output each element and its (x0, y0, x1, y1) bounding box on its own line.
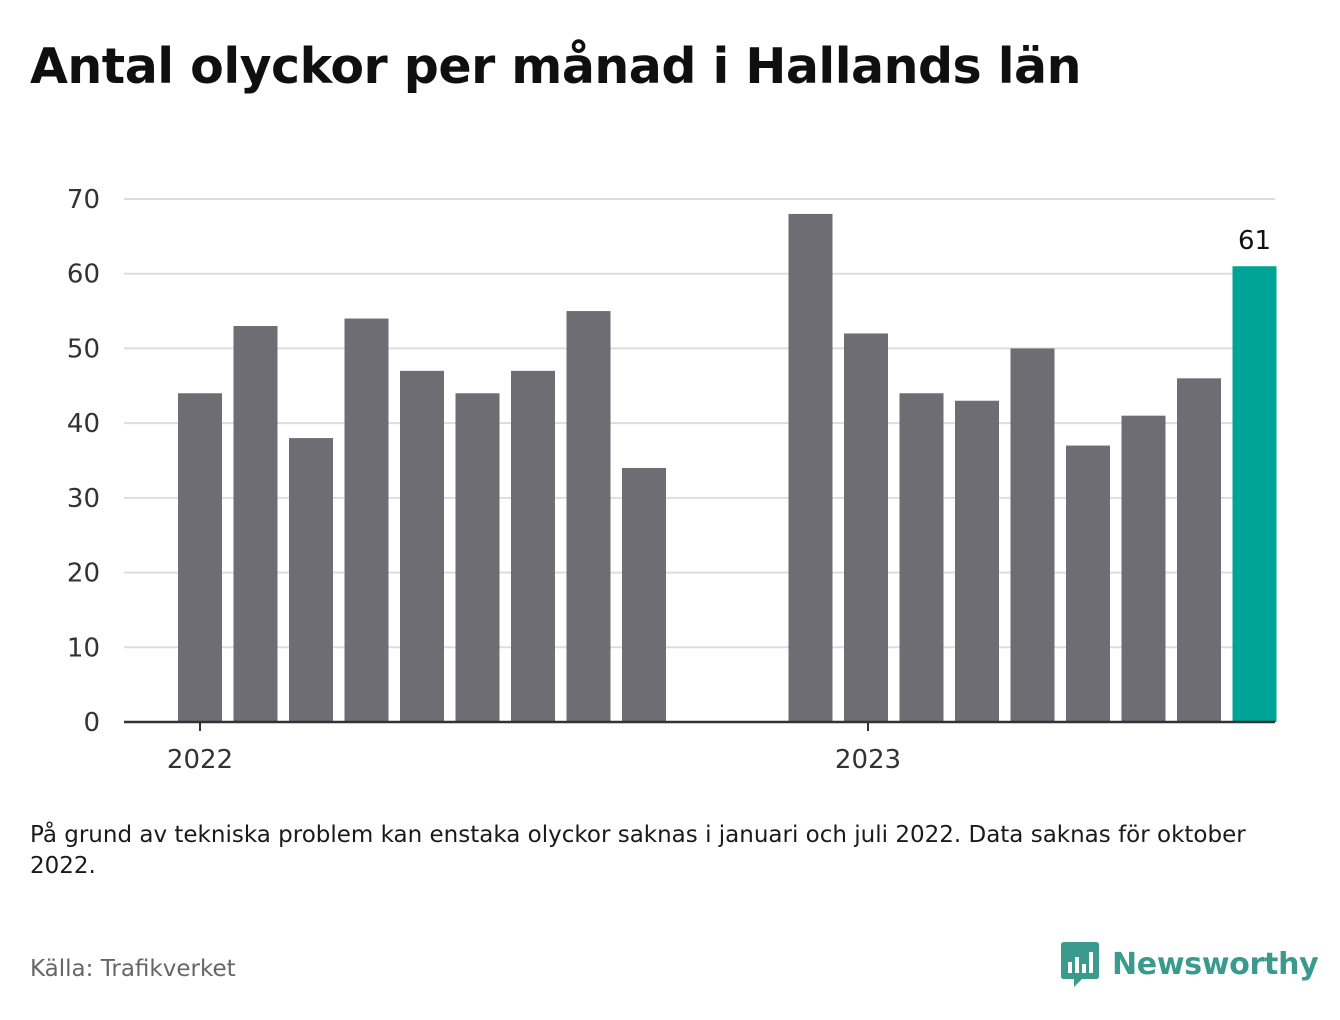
bar (566, 311, 611, 722)
chart-speech-bubble-icon (1061, 942, 1099, 987)
bar (788, 213, 833, 722)
bar (289, 438, 333, 722)
brand-name: Newsworthy (1112, 946, 1319, 982)
data-labels: 61 (1238, 226, 1271, 256)
x-axis: 2022 2023 (124, 720, 1275, 775)
bar (344, 318, 389, 722)
y-tick-label: 40 (67, 409, 100, 439)
bar (955, 400, 999, 722)
y-axis-ticks: 0 10 20 30 40 50 60 70 (67, 185, 100, 738)
bar (844, 333, 888, 722)
bar (233, 326, 278, 722)
y-tick-label: 20 (67, 559, 100, 589)
footnote: På grund av tekniska problem kan enstaka… (30, 822, 1246, 879)
bar (178, 393, 222, 722)
y-tick-label: 60 (67, 260, 100, 290)
bar (511, 370, 555, 722)
x-tick-label: 2022 (167, 745, 233, 775)
data-label: 61 (1238, 226, 1271, 256)
bar (455, 393, 500, 722)
bar (400, 370, 444, 722)
y-tick-label: 30 (67, 484, 100, 514)
brand-logo: Newsworthy (1060, 940, 1319, 988)
bar-chart: 0 10 20 30 40 50 60 70 61 2022 2023 (67, 185, 1277, 775)
bars (178, 213, 1277, 722)
y-tick-label: 70 (67, 185, 100, 215)
bar (1010, 348, 1055, 722)
bar (1066, 445, 1110, 722)
chart-title: Antal olyckor per månad i Hallands län (30, 38, 1082, 95)
y-tick-label: 10 (67, 633, 100, 663)
bar (1121, 415, 1166, 722)
bar (622, 467, 666, 722)
y-tick-label: 0 (83, 708, 100, 738)
x-tick-label: 2023 (835, 745, 901, 775)
bar (1177, 378, 1221, 722)
source-text: Källa: Trafikverket (30, 956, 236, 982)
bar (899, 393, 944, 722)
bar-highlight (1232, 266, 1277, 722)
y-tick-label: 50 (67, 334, 100, 364)
